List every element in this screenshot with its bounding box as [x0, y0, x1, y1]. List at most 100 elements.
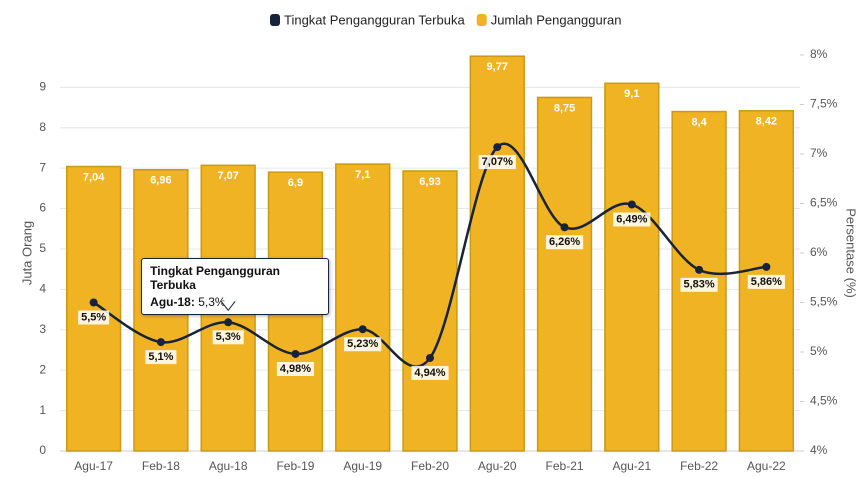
- bar-value-label: 8,75: [554, 102, 575, 114]
- label-bg: [344, 337, 382, 352]
- line-value-label: 5,23%: [344, 337, 382, 352]
- bar: [604, 82, 660, 452]
- line-point: [358, 325, 367, 334]
- bar-value-label: 8,4: [691, 116, 707, 128]
- y2-tick-label: 8%: [810, 47, 828, 61]
- tooltip: Tingkat Pengangguran Terbuka Agu-18 5,3%: [141, 258, 330, 316]
- bar-value-label: 6,93: [419, 176, 440, 188]
- line-value-text: 7,07%: [482, 156, 513, 168]
- legend-label: Tingkat Pengangguran Terbuka: [284, 12, 465, 27]
- bar-value-label: 8,42: [756, 116, 777, 128]
- legend-label: Jumlah Pengangguran: [491, 12, 622, 27]
- x-tick-label: Agu-17: [74, 459, 113, 473]
- y-tick-label: 4: [39, 282, 46, 296]
- y-tick-label: 0: [39, 443, 46, 457]
- line-value-label: 5,86%: [747, 274, 785, 289]
- label-bg: [747, 274, 785, 289]
- line-point: [156, 338, 165, 347]
- line-value-text: 5,1%: [148, 351, 173, 363]
- x-tick-label: Agu-20: [478, 459, 517, 473]
- bar-value-label: 7,07: [217, 170, 238, 182]
- label-bg: [545, 235, 584, 250]
- y2-tick-label: 6%: [810, 245, 828, 259]
- line-value-text: 4,98%: [280, 363, 311, 375]
- y-tick-label: 7: [39, 160, 46, 174]
- y2-tick-label: 4,5%: [810, 394, 838, 408]
- tooltip-category: Agu-18: [150, 295, 195, 309]
- line-value-text: 6,49%: [616, 213, 647, 225]
- y-tick-label: 1: [39, 403, 46, 417]
- label-bg: [145, 350, 177, 365]
- line-value-text: 5,3%: [216, 331, 241, 343]
- bar: [335, 163, 391, 452]
- bar-value-label: 7,04: [83, 171, 105, 183]
- label-bg: [276, 361, 315, 376]
- y2-tick-label: 5,5%: [810, 295, 838, 309]
- line-point: [89, 298, 98, 307]
- bar-value-label: 6,96: [150, 175, 171, 187]
- y2-tick-label: 6,5%: [810, 196, 838, 210]
- line-value-label: 4,94%: [411, 365, 449, 380]
- bar-value-label: 9,77: [487, 61, 508, 73]
- label-bg: [613, 212, 651, 227]
- y-tick-label: 9: [39, 79, 46, 93]
- line-point: [762, 262, 771, 271]
- line-value-text: 6,26%: [549, 236, 580, 248]
- x-tick-label: Agu-18: [209, 459, 248, 473]
- x-tick-label: Agu-19: [343, 459, 382, 473]
- x-tick-label: Feb-18: [142, 459, 180, 473]
- bar-value-label: 6,9: [288, 177, 303, 189]
- line-value-text: 5,5%: [81, 311, 106, 323]
- line-value-text: 5,83%: [683, 279, 714, 291]
- line-point: [493, 143, 502, 152]
- line-value-label: 5,5%: [78, 310, 110, 325]
- legend-swatch: [270, 14, 280, 26]
- bar: [65, 165, 122, 452]
- y-tick-label: 6: [39, 201, 46, 215]
- x-tick-label: Feb-20: [411, 459, 449, 473]
- line-point: [695, 265, 704, 274]
- label-bg: [680, 277, 718, 292]
- y-tick-label: 5: [39, 241, 46, 255]
- label-bg: [478, 155, 516, 170]
- x-tick-label: Agu-22: [747, 459, 786, 473]
- x-tick-label: Agu-21: [612, 459, 651, 473]
- y2-axis-label: Persentase (%): [844, 208, 859, 298]
- y2-tick-label: 7%: [810, 146, 828, 160]
- y-tick-label: 8: [39, 120, 46, 134]
- line-value-label: 4,98%: [276, 361, 315, 376]
- line-point: [291, 349, 300, 358]
- tooltip-title: Tingkat Pengangguran Terbuka: [150, 264, 280, 293]
- tooltip-value: 5,3%: [198, 295, 226, 310]
- x-tick-label: Feb-19: [276, 459, 314, 473]
- line-value-label: 6,26%: [545, 235, 584, 250]
- y-tick-label: 3: [39, 322, 46, 336]
- line-value-label: 5,83%: [680, 277, 718, 292]
- label-bg: [212, 330, 244, 345]
- line-value-label: 6,49%: [613, 212, 651, 227]
- legend-swatch: [476, 14, 487, 26]
- bar: [536, 96, 593, 452]
- y2-tick-label: 5%: [810, 344, 828, 358]
- line-value-label: 5,1%: [145, 350, 177, 365]
- line-point: [560, 223, 569, 232]
- line-value-label: 7,07%: [478, 155, 516, 170]
- bar-value-label: 9,1: [624, 88, 639, 100]
- bar: [469, 55, 525, 452]
- x-tick-label: Feb-22: [680, 459, 718, 473]
- label-bg: [78, 310, 110, 325]
- line-point: [627, 200, 636, 209]
- line-value-label: 5,3%: [212, 330, 244, 345]
- label-bg: [411, 365, 449, 380]
- line-point: [426, 353, 434, 362]
- y-tick-label: 2: [39, 362, 46, 376]
- line-value-text: 5,23%: [347, 338, 378, 350]
- bar-value-label: 7,1: [355, 169, 370, 181]
- line-point: [224, 318, 233, 327]
- y2-tick-label: 4%: [810, 443, 828, 457]
- y-axis-label: Juta Orang: [19, 221, 34, 285]
- line-value-text: 5,86%: [751, 276, 782, 288]
- y2-tick-label: 7,5%: [810, 97, 838, 111]
